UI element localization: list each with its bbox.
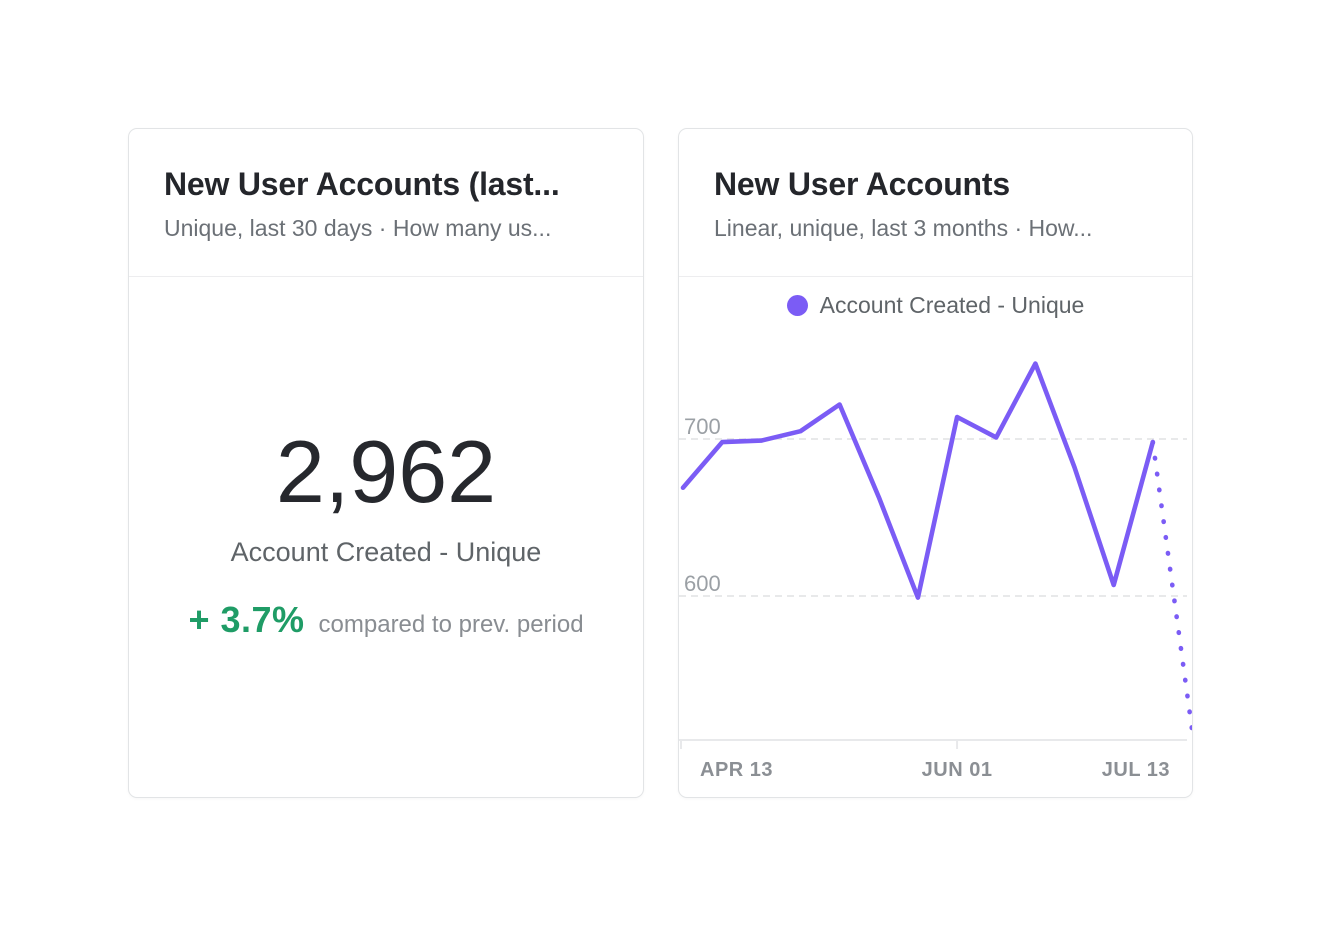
x-axis-label: APR 13 [700,759,773,781]
legend-dot-icon [786,295,808,316]
card-header: New User Accounts Linear, unique, last 3… [679,129,1192,277]
line-chart[interactable]: 600 700 APR 13 JUN 01 JUL 13 [679,328,1192,798]
card-title: New User Accounts [714,166,1010,202]
delta-value: + 3.7% [188,599,305,640]
legend-label: Account Created - Unique [819,292,1085,318]
card-subtitle: Unique, last 30 days · How many us... [164,215,552,241]
chart-legend-item[interactable]: Account Created - Unique [679,292,1192,319]
card-subtitle: Linear, unique, last 3 months · How... [714,215,1093,241]
metric-delta-row: + 3.7% compared to prev. period [129,599,643,641]
y-axis-label-600: 600 [684,571,721,596]
y-axis-label-700: 700 [684,414,721,439]
chart-card-new-user-accounts-3m[interactable]: New User Accounts Linear, unique, last 3… [678,128,1193,798]
series-line [680,361,1156,600]
card-header: New User Accounts (last... Unique, last … [129,129,643,277]
metric-label: Account Created - Unique [230,537,542,567]
metric-card-new-user-accounts-30d[interactable]: New User Accounts (last... Unique, last … [128,128,644,798]
x-axis-label: JUN 01 [922,759,993,781]
projection-line [1150,439,1192,732]
card-title: New User Accounts (last... [164,166,560,202]
x-axis-label: JUL 13 [1102,759,1170,781]
metric-value: 2,962 [275,422,497,521]
delta-note: compared to prev. period [318,611,584,638]
